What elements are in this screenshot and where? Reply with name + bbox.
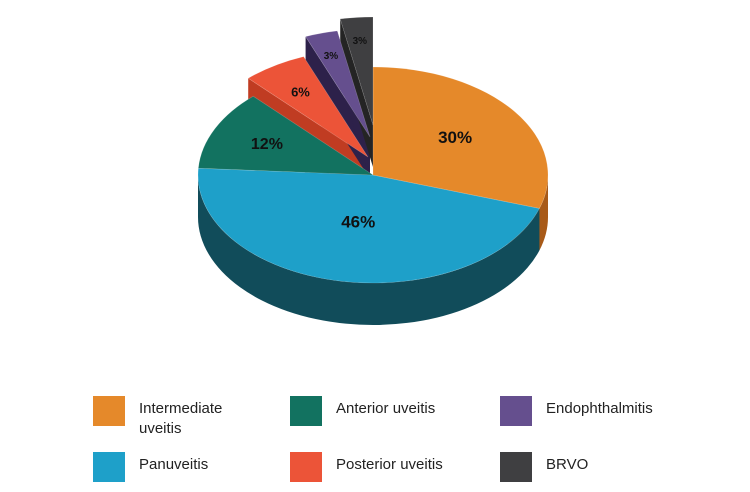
slice-label-anterior-uveitis: 12% bbox=[251, 136, 283, 153]
legend-label: BRVO bbox=[546, 456, 589, 473]
legend-label: Posterior uveitis bbox=[336, 456, 443, 473]
legend: Intermediate uveitis Anterior uveitis En… bbox=[0, 380, 750, 492]
legend-label: Panuveitis bbox=[139, 456, 209, 473]
pie-slice-posterior-uveitis bbox=[247, 56, 369, 158]
legend-swatch bbox=[500, 452, 532, 482]
legend-label: Endophthalmitis bbox=[546, 400, 653, 417]
legend-swatch bbox=[290, 396, 322, 426]
legend-item-anterior-uveitis: Anterior uveitis bbox=[290, 396, 435, 426]
legend-item-posterior-uveitis: Posterior uveitis bbox=[290, 452, 443, 482]
legend-swatch bbox=[500, 396, 532, 426]
pie-side-intermediate-uveitis bbox=[539, 175, 548, 251]
pie-chart: 30% 46% 12% 6% 3% 3% bbox=[197, 16, 549, 325]
slice-label-intermediate-uveitis: 30% bbox=[438, 128, 472, 147]
pie-slice-brvo bbox=[339, 16, 374, 126]
legend-label: Anterior uveitis bbox=[336, 400, 436, 417]
pie-side-panuveitis bbox=[198, 175, 540, 325]
legend-label: Intermediate uveitis bbox=[139, 400, 223, 437]
legend-swatch bbox=[290, 452, 322, 482]
legend-item-panuveitis: Panuveitis bbox=[93, 452, 208, 482]
legend-swatch bbox=[93, 396, 125, 426]
pie-slice-endophthalmitis bbox=[305, 30, 371, 138]
pie-slice-panuveitis bbox=[197, 167, 540, 284]
legend-swatch bbox=[93, 452, 125, 482]
slice-label-panuveitis: 46% bbox=[341, 213, 375, 232]
pie-slice-anterior-uveitis bbox=[198, 95, 375, 176]
pie-edge-brvo bbox=[340, 18, 373, 167]
legend-item-intermediate-uveitis: Intermediate uveitis bbox=[93, 396, 249, 439]
pie-slice-intermediate-uveitis bbox=[372, 66, 549, 209]
slice-label-brvo: 3% bbox=[353, 36, 368, 47]
slice-label-endophthalmitis: 3% bbox=[324, 51, 339, 62]
legend-item-endophthalmitis: Endophthalmitis bbox=[500, 396, 653, 426]
slice-label-posterior-uveitis: 6% bbox=[291, 84, 310, 99]
legend-item-brvo: BRVO bbox=[500, 452, 588, 482]
